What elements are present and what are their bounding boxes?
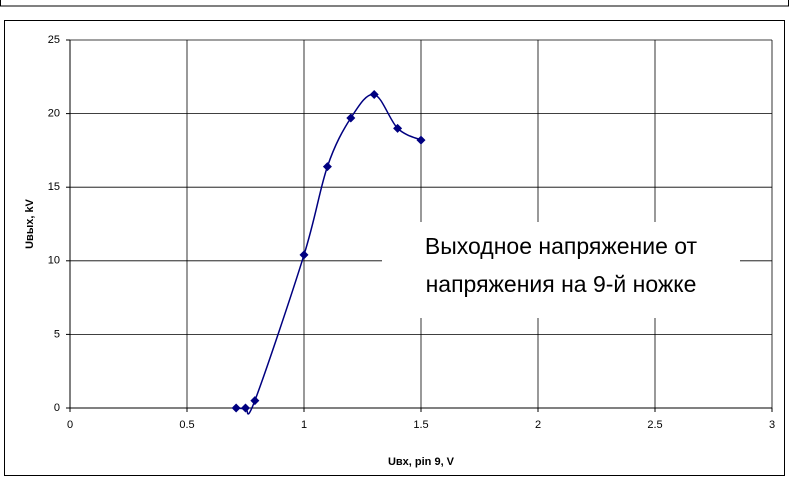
x-tick-label: 3 <box>769 419 775 431</box>
x-tick-label: 1 <box>301 419 307 431</box>
y-axis-title: Uвых, kV <box>24 198 36 248</box>
x-tick-label: 0 <box>67 419 73 431</box>
data-point <box>369 89 379 99</box>
x-tick-label: 2.5 <box>647 419 662 431</box>
data-point <box>322 162 332 172</box>
data-point <box>416 135 426 145</box>
y-tick-label: 15 <box>48 181 60 193</box>
y-tick-label: 5 <box>54 328 60 340</box>
window-frame <box>0 0 789 7</box>
series-line <box>236 93 422 415</box>
data-point <box>299 250 309 260</box>
y-tick-label: 0 <box>54 402 60 414</box>
annotation: напряжения на 9-й ножке <box>426 271 697 297</box>
y-tick-label: 10 <box>48 255 60 267</box>
y-tick-label: 20 <box>48 108 60 120</box>
data-point <box>393 123 403 133</box>
annotation-box <box>382 222 740 318</box>
x-tick-label: 1.5 <box>413 419 428 431</box>
data-point <box>231 403 241 413</box>
x-tick-label: 2 <box>535 419 541 431</box>
y-tick-label: 25 <box>48 34 60 46</box>
plot-area: 0 5 10 15 20 25 0 0.5 1 1.5 2 2.5 3 Выходное напряжен… <box>48 34 775 431</box>
x-tick-label: 0.5 <box>179 419 194 431</box>
data-point <box>346 113 356 123</box>
x-axis-title: Uвх, pin 9, V <box>388 456 455 468</box>
annotation: Выходное напряжение от <box>425 233 698 259</box>
data-point <box>250 396 260 406</box>
data-point <box>241 403 250 413</box>
